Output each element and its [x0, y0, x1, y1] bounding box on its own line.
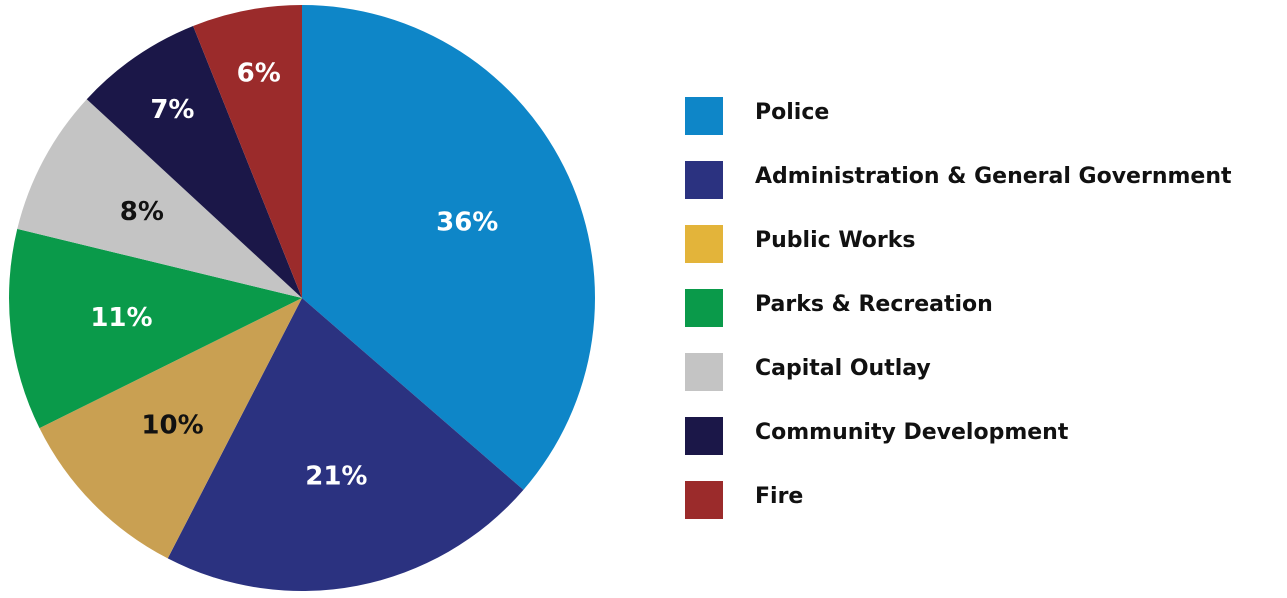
legend-swatch-parks-recreation	[685, 289, 723, 327]
pie-slice-label-public-works: 10%	[141, 410, 203, 440]
legend-label-public-works: Public Works	[755, 228, 916, 253]
legend: Police Administration & General Governme…	[685, 94, 1285, 542]
pie-slice-capital-outlay	[17, 99, 302, 298]
legend-label-fire: Fire	[755, 484, 804, 509]
pie-slice-label-parks-and-recreation: 11%	[90, 303, 152, 333]
pie-slice-label-community-development: 7%	[150, 95, 194, 125]
pie-slice-labels: 36% 21% 10% 11% 8% 7% 6%	[90, 59, 498, 492]
pie-slice-label-capital-outlay: 8%	[120, 197, 164, 227]
pie-slice-fire	[193, 5, 302, 298]
pie-slice-administration-and-general-government	[167, 298, 524, 591]
legend-item-community-development: Community Development	[685, 414, 1285, 478]
pie-slice-parks-and-recreation	[9, 228, 302, 429]
legend-label-parks-recreation: Parks & Recreation	[755, 292, 993, 317]
legend-label-community-development: Community Development	[755, 420, 1069, 445]
legend-item-public-works: Public Works	[685, 222, 1285, 286]
pie-slice-label-fire: 6%	[237, 59, 281, 89]
legend-item-administration: Administration & General Government	[685, 158, 1285, 222]
legend-item-police: Police	[685, 94, 1285, 158]
pie-slice-community-development	[86, 25, 302, 299]
pie-slice-label-administration-and-general-government: 21%	[305, 461, 367, 491]
pie-slices	[9, 5, 595, 591]
legend-swatch-community-development	[685, 417, 723, 455]
legend-item-fire: Fire	[685, 478, 1285, 542]
legend-swatch-administration	[685, 161, 723, 199]
pie-chart: 36% 21% 10% 11% 8% 7% 6%	[9, 5, 595, 591]
legend-swatch-capital-outlay	[685, 353, 723, 391]
legend-item-capital-outlay: Capital Outlay	[685, 350, 1285, 414]
pie-slice-public-works	[39, 298, 303, 559]
legend-label-police: Police	[755, 100, 830, 125]
legend-item-parks-recreation: Parks & Recreation	[685, 286, 1285, 350]
legend-swatch-police	[685, 97, 723, 135]
legend-label-administration: Administration & General Government	[755, 164, 1232, 189]
legend-swatch-fire	[685, 481, 723, 519]
pie-slice-label-police: 36%	[436, 208, 498, 238]
legend-label-capital-outlay: Capital Outlay	[755, 356, 931, 381]
legend-swatch-public-works	[685, 225, 723, 263]
pie-slice-police	[302, 5, 595, 490]
